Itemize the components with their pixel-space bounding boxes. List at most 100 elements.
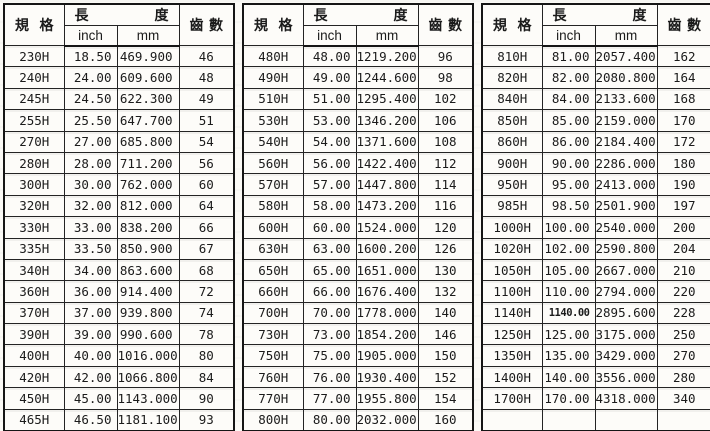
mm-cell: 2501.900 — [594, 194, 658, 218]
mm-cell: 939.800 — [116, 301, 180, 325]
spec-cell: 390H — [3, 323, 65, 346]
inch-cell: 100.00 — [541, 216, 596, 239]
teeth-cell: 140 — [417, 301, 474, 325]
spec-cell — [481, 408, 543, 431]
mm-cell: 2133.600 — [594, 87, 658, 111]
table-row: 450H 45.00 1143.000 90 — [3, 387, 235, 410]
spec-cell: 1700H — [481, 387, 543, 410]
teeth-header-char-2: 數 — [448, 18, 462, 34]
teeth-cell: 96 — [417, 44, 474, 68]
table-row: 390H 39.00 990.600 78 — [3, 323, 235, 346]
teeth-cell: 56 — [178, 151, 235, 175]
teeth-cell: 120 — [417, 216, 474, 239]
teeth-header: 齒 數 — [417, 3, 474, 46]
inch-cell: 70.00 — [302, 301, 357, 325]
spec-header-char-1: 規 — [493, 18, 507, 34]
table-row: 230H 18.50 469.900 46 — [3, 44, 235, 68]
spec-cell: 700H — [242, 301, 304, 325]
mm-cell: 1422.400 — [355, 151, 419, 175]
mm-cell: 762.000 — [116, 173, 180, 196]
table-row: 1700H 170.00 4318.000 340 — [481, 387, 710, 410]
inch-cell: 27.00 — [63, 130, 118, 153]
mm-cell: 1600.200 — [355, 237, 419, 260]
inch-cell: 46.50 — [63, 408, 118, 431]
teeth-cell: 102 — [417, 87, 474, 111]
table-row: 650H 65.00 1651.000 130 — [242, 258, 474, 282]
inch-cell: 76.00 — [302, 365, 357, 389]
spec-cell: 1140H — [481, 301, 543, 325]
mm-cell: 1346.200 — [355, 109, 419, 132]
teeth-cell: 200 — [656, 216, 710, 239]
table-row: 900H 90.00 2286.000 180 — [481, 151, 710, 175]
inch-cell: 73.00 — [302, 323, 357, 346]
inch-cell: 65.00 — [302, 258, 357, 282]
teeth-cell: 49 — [178, 87, 235, 111]
table-header: 規 格 長 度 齒 數 inch — [242, 3, 474, 47]
mm-cell: 1778.000 — [355, 301, 419, 325]
inch-cell: 30.00 — [63, 173, 118, 196]
teeth-cell: 152 — [417, 365, 474, 389]
spec-cell: 900H — [481, 151, 543, 175]
mm-cell: 3556.000 — [594, 365, 658, 389]
mm-cell: 1676.400 — [355, 280, 419, 303]
table-row: 280H 28.00 711.200 56 — [3, 151, 235, 175]
teeth-cell: 190 — [656, 173, 710, 196]
inch-cell: 95.00 — [541, 173, 596, 196]
spec-cell: 1250H — [481, 323, 543, 346]
spec-cell: 630H — [242, 237, 304, 260]
teeth-cell: 84 — [178, 365, 235, 389]
inch-cell: 33.00 — [63, 216, 118, 239]
spec-cell: 570H — [242, 173, 304, 196]
spec-cell: 730H — [242, 323, 304, 346]
teeth-header-char-1: 齒 — [667, 18, 682, 34]
teeth-header-char-2: 數 — [687, 18, 701, 34]
table-body: 480H 48.00 1219.200 96 490H 49.00 1244.600 98 51… — [242, 44, 474, 431]
spec-cell: 490H — [242, 66, 304, 89]
mm-cell: 2184.400 — [594, 130, 658, 153]
table-row: 540H 54.00 1371.600 108 — [242, 130, 474, 153]
mm-cell: 1181.100 — [116, 408, 180, 431]
mm-cell: 2159.000 — [594, 109, 658, 132]
table-row: 840H 84.00 2133.600 168 — [481, 87, 710, 111]
inch-cell: 45.00 — [63, 387, 118, 410]
teeth-cell: 170 — [656, 109, 710, 132]
table-body: 230H 18.50 469.900 46 240H 24.00 609.600 48 245H… — [3, 44, 235, 431]
table-row: 400H 40.00 1016.000 80 — [3, 344, 235, 367]
mm-cell: 711.200 — [116, 151, 180, 175]
teeth-cell: 66 — [178, 216, 235, 239]
inch-cell: 25.50 — [63, 109, 118, 132]
teeth-header-char-1: 齒 — [428, 18, 443, 34]
spec-cell: 560H — [242, 151, 304, 175]
teeth-cell: 132 — [417, 280, 474, 303]
teeth-cell: 108 — [417, 130, 474, 153]
inch-cell: 58.00 — [302, 194, 357, 218]
teeth-header: 齒 數 — [178, 3, 235, 46]
inch-cell: 102.00 — [541, 237, 596, 260]
table-row: 860H 86.00 2184.400 172 — [481, 130, 710, 153]
inch-cell: 32.00 — [63, 194, 118, 218]
spec-cell: 810H — [481, 44, 543, 68]
spec-header: 規 格 — [481, 3, 543, 46]
inch-cell: 57.00 — [302, 173, 357, 196]
inch-cell: 135.00 — [541, 344, 596, 367]
mm-cell: 4318.000 — [594, 387, 658, 410]
inch-cell: 28.00 — [63, 151, 118, 175]
teeth-cell: 116 — [417, 194, 474, 218]
inch-cell: 85.00 — [541, 109, 596, 132]
inch-cell: 77.00 — [302, 387, 357, 410]
length-header-char-2: 度 — [632, 8, 647, 24]
table-row: 490H 49.00 1244.600 98 — [242, 66, 474, 89]
table-row: 1250H 125.00 3175.000 250 — [481, 323, 710, 346]
inch-cell: 80.00 — [302, 408, 357, 431]
table-row: 760H 76.00 1930.400 152 — [242, 365, 474, 389]
inch-cell: 84.00 — [541, 87, 596, 111]
spec-cell: 230H — [3, 44, 65, 68]
mm-cell: 863.600 — [116, 258, 180, 282]
table-row: 330H 33.00 838.200 66 — [3, 216, 235, 239]
teeth-cell: 172 — [656, 130, 710, 153]
teeth-cell: 72 — [178, 280, 235, 303]
teeth-cell: 130 — [417, 258, 474, 282]
spec-cell: 950H — [481, 173, 543, 196]
inch-cell: 36.00 — [63, 280, 118, 303]
teeth-cell: 46 — [178, 44, 235, 68]
